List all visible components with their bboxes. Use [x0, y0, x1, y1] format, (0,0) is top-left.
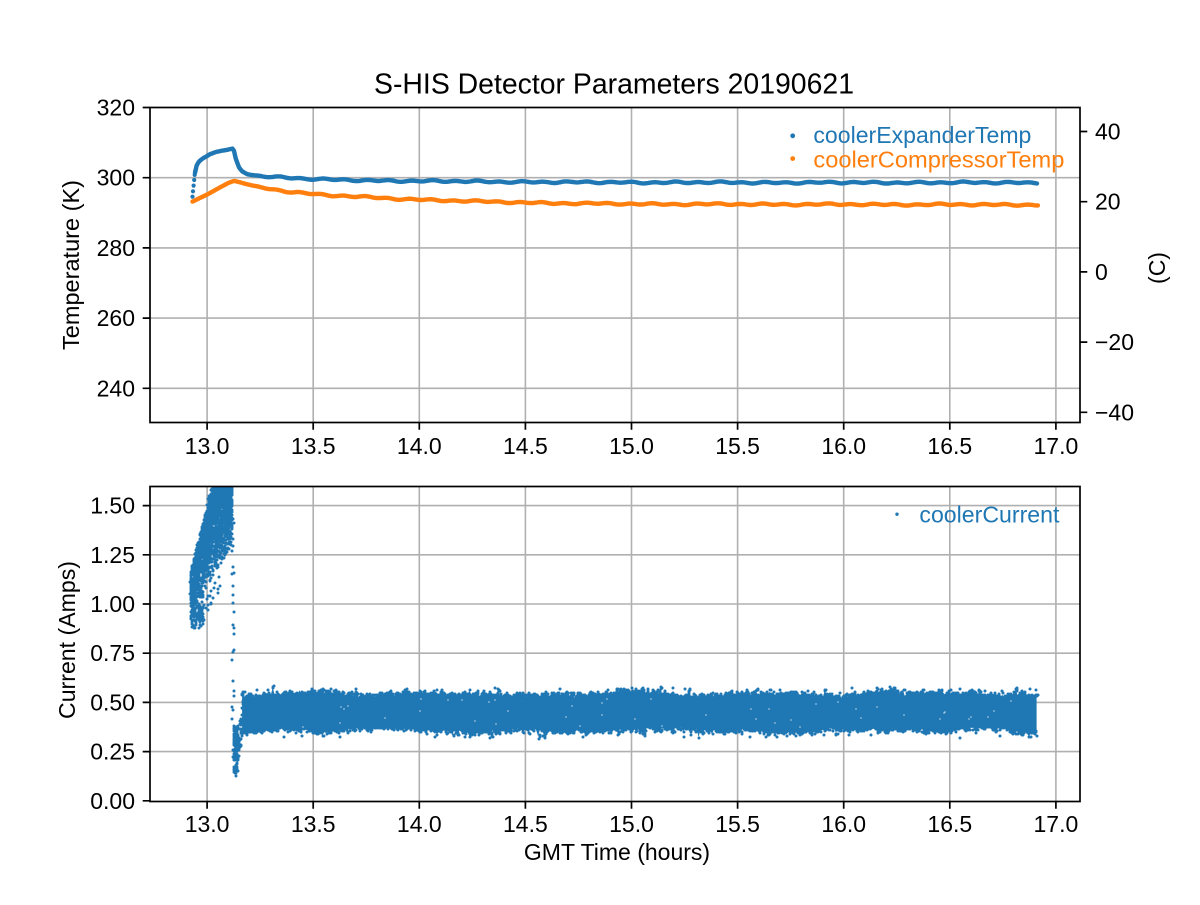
- svg-text:coolerCurrent: coolerCurrent: [919, 502, 1060, 528]
- svg-text:0: 0: [1095, 259, 1108, 285]
- svg-text:17.0: 17.0: [1034, 811, 1079, 837]
- svg-text:15.0: 15.0: [609, 811, 654, 837]
- svg-text:0.50: 0.50: [90, 689, 135, 715]
- svg-text:1.00: 1.00: [90, 591, 135, 617]
- svg-text:15.5: 15.5: [715, 811, 760, 837]
- svg-text:280: 280: [97, 235, 135, 261]
- svg-text:0.00: 0.00: [90, 788, 135, 814]
- svg-text:40: 40: [1095, 119, 1121, 145]
- svg-text:14.0: 14.0: [397, 811, 442, 837]
- svg-text:14.5: 14.5: [503, 433, 548, 459]
- svg-text:320: 320: [97, 95, 135, 121]
- svg-text:1.50: 1.50: [90, 493, 135, 519]
- svg-text:13.0: 13.0: [185, 811, 230, 837]
- svg-text:0.75: 0.75: [90, 640, 135, 666]
- svg-text:1.25: 1.25: [90, 542, 135, 568]
- svg-text:Temperature (K): Temperature (K): [58, 180, 84, 350]
- svg-text:coolerExpanderTemp: coolerExpanderTemp: [813, 122, 1031, 148]
- svg-text:Current (Amps): Current (Amps): [54, 561, 80, 719]
- svg-text:14.0: 14.0: [397, 433, 442, 459]
- svg-text:20: 20: [1095, 189, 1121, 215]
- svg-text:−40: −40: [1095, 399, 1134, 425]
- svg-text:GMT Time (hours): GMT Time (hours): [524, 839, 710, 865]
- svg-text:13.5: 13.5: [291, 433, 336, 459]
- svg-text:−20: −20: [1095, 329, 1134, 355]
- svg-text:S-HIS Detector Parameters 2019: S-HIS Detector Parameters 20190621: [374, 69, 854, 101]
- svg-text:16.0: 16.0: [821, 433, 866, 459]
- svg-text:(C): (C): [1144, 252, 1170, 284]
- svg-text:15.0: 15.0: [609, 433, 654, 459]
- svg-text:260: 260: [97, 305, 135, 331]
- svg-text:16.0: 16.0: [821, 811, 866, 837]
- svg-text:16.5: 16.5: [927, 433, 972, 459]
- svg-text:17.0: 17.0: [1034, 433, 1079, 459]
- svg-text:13.5: 13.5: [291, 811, 336, 837]
- svg-text:0.25: 0.25: [90, 739, 135, 765]
- svg-text:coolerCompressorTemp: coolerCompressorTemp: [813, 146, 1064, 172]
- svg-text:14.5: 14.5: [503, 811, 548, 837]
- svg-text:240: 240: [97, 375, 135, 401]
- svg-text:13.0: 13.0: [185, 433, 230, 459]
- svg-text:16.5: 16.5: [927, 811, 972, 837]
- svg-text:300: 300: [97, 165, 135, 191]
- svg-text:15.5: 15.5: [715, 433, 760, 459]
